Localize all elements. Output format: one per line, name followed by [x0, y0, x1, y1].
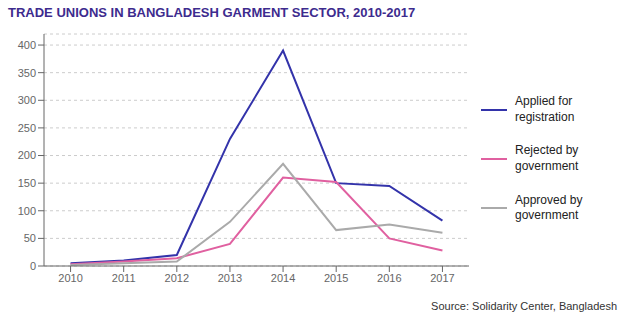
html-text:Source: Solidarity Center, Ban: Source: Solidarity Center, Bangladesh	[431, 300, 617, 312]
svg-text:2016: 2016	[377, 272, 401, 284]
svg-text:2015: 2015	[324, 272, 348, 284]
svg-text:400: 400	[18, 39, 36, 51]
svg-text:2017: 2017	[430, 272, 454, 284]
svg-text:200: 200	[18, 149, 36, 161]
svg-text:2014: 2014	[271, 272, 295, 284]
svg-text:2012: 2012	[165, 272, 189, 284]
svg-text:50: 50	[24, 232, 36, 244]
svg-text:2011: 2011	[112, 272, 136, 284]
svg-text:2013: 2013	[218, 272, 242, 284]
svg-text:0: 0	[30, 260, 36, 272]
html-text:Applied for registration: Applied for registration	[515, 94, 575, 124]
html-text:Rejected by government: Rejected by government	[515, 143, 579, 173]
html-text:TRADE UNIONS IN BANGLADESH GAR: TRADE UNIONS IN BANGLADESH GARMENT SECTO…	[8, 5, 416, 20]
svg-text:100: 100	[18, 205, 36, 217]
svg-text:150: 150	[18, 177, 36, 189]
svg-text:350: 350	[18, 67, 36, 79]
svg-text:250: 250	[18, 122, 36, 134]
svg-text:300: 300	[18, 94, 36, 106]
svg-text:2010: 2010	[58, 272, 82, 284]
html-text:Approved by government: Approved by government	[515, 192, 583, 223]
